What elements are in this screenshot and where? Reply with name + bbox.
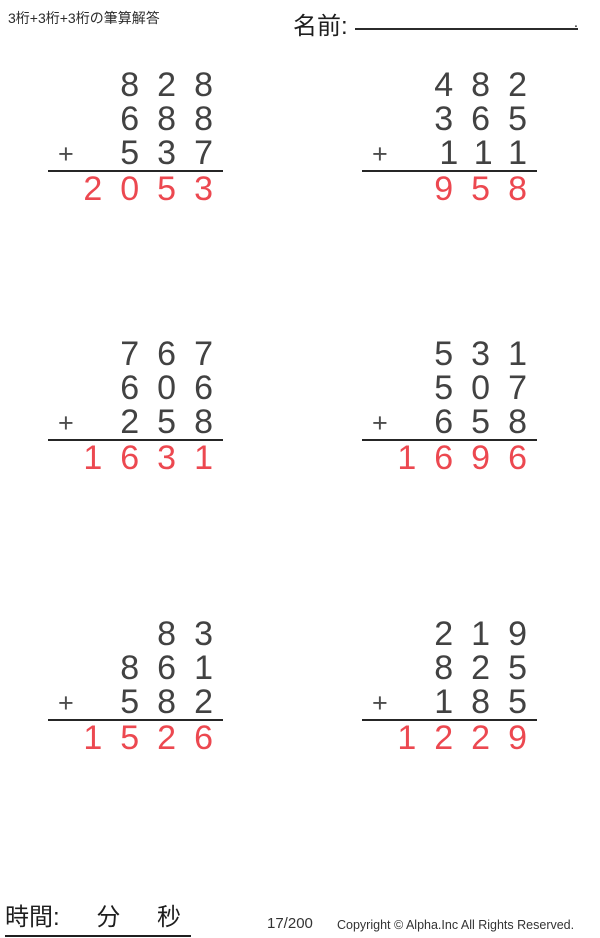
answer-row: 1631 bbox=[48, 441, 223, 475]
addend-value: 111 bbox=[439, 134, 545, 172]
addend-value: 582 bbox=[120, 683, 231, 721]
seconds-label: 秒 bbox=[156, 904, 181, 931]
addend-row: + 658 bbox=[362, 405, 537, 439]
answer-row: 2053 bbox=[48, 172, 223, 206]
plus-icon: + bbox=[372, 139, 388, 169]
minutes-label: 分 bbox=[96, 904, 121, 931]
addend-value: 482 bbox=[434, 66, 545, 104]
answer-value: 1631 bbox=[83, 439, 231, 477]
addend-value: 767 bbox=[120, 335, 231, 373]
problem-4: 531 507 + 658 1696 bbox=[362, 337, 537, 475]
plus-icon: + bbox=[372, 408, 388, 438]
sum-line bbox=[362, 170, 537, 172]
sum-line bbox=[48, 170, 223, 172]
addend-row: 861 bbox=[48, 651, 223, 685]
problem-3: 767 606 + 258 1631 bbox=[48, 337, 223, 475]
addend-row: 507 bbox=[362, 371, 537, 405]
addend-value: 185 bbox=[434, 683, 545, 721]
addend-value: 606 bbox=[120, 369, 231, 407]
name-blank-line: . bbox=[355, 4, 578, 30]
addend-value: 828 bbox=[120, 66, 231, 104]
time-blank-line: 時間: 分 秒 bbox=[5, 897, 191, 937]
addend-row: + 258 bbox=[48, 405, 223, 439]
answer-value: 1229 bbox=[397, 719, 545, 757]
addend-row: + 582 bbox=[48, 685, 223, 719]
addend-value: 861 bbox=[120, 649, 231, 687]
plus-icon: + bbox=[58, 139, 74, 169]
plus-icon: + bbox=[372, 688, 388, 718]
worksheet-title: 3桁+3桁+3桁の筆算解答 bbox=[8, 10, 160, 26]
answer-row: 958 bbox=[362, 172, 537, 206]
addend-value: 825 bbox=[434, 649, 545, 687]
addend-row: 482 bbox=[362, 68, 537, 102]
problem-1: 828 688 + 537 2053 bbox=[48, 68, 223, 206]
answer-row: 1229 bbox=[362, 721, 537, 755]
plus-icon: + bbox=[58, 688, 74, 718]
addend-value: 83 bbox=[157, 615, 231, 653]
sum-line bbox=[48, 719, 223, 721]
addend-row: 828 bbox=[48, 68, 223, 102]
answer-value: 1696 bbox=[397, 439, 545, 477]
answer-value: 958 bbox=[434, 170, 545, 208]
answer-row: 1526 bbox=[48, 721, 223, 755]
addend-row: + 111 bbox=[362, 136, 537, 170]
addend-value: 531 bbox=[434, 335, 545, 373]
addend-value: 537 bbox=[120, 134, 231, 172]
name-line-period: . bbox=[573, 14, 578, 31]
page-number: 17/200 bbox=[267, 915, 313, 932]
addend-row: 365 bbox=[362, 102, 537, 136]
addend-row: 531 bbox=[362, 337, 537, 371]
addend-value: 658 bbox=[434, 403, 545, 441]
addend-row: 83 bbox=[48, 617, 223, 651]
addend-value: 219 bbox=[434, 615, 545, 653]
problem-6: 219 825 + 185 1229 bbox=[362, 617, 537, 755]
addend-row: 767 bbox=[48, 337, 223, 371]
addend-row: 688 bbox=[48, 102, 223, 136]
addend-row: 219 bbox=[362, 617, 537, 651]
name-label: 名前: bbox=[293, 13, 348, 40]
answer-row: 1696 bbox=[362, 441, 537, 475]
sum-line bbox=[362, 719, 537, 721]
copyright-notice: Copyright © Alpha.Inc All Rights Reserve… bbox=[337, 918, 575, 932]
addend-row: + 185 bbox=[362, 685, 537, 719]
addend-value: 258 bbox=[120, 403, 231, 441]
addend-row: 606 bbox=[48, 371, 223, 405]
addend-value: 365 bbox=[434, 100, 545, 138]
addend-row: 825 bbox=[362, 651, 537, 685]
sum-line bbox=[48, 439, 223, 441]
answer-value: 2053 bbox=[83, 170, 231, 208]
problem-2: 482 365 + 111 958 bbox=[362, 68, 537, 206]
addend-value: 507 bbox=[434, 369, 545, 407]
addend-value: 688 bbox=[120, 100, 231, 138]
problem-5: 83 861 + 582 1526 bbox=[48, 617, 223, 755]
addend-row: + 537 bbox=[48, 136, 223, 170]
sum-line bbox=[362, 439, 537, 441]
plus-icon: + bbox=[58, 408, 74, 438]
answer-value: 1526 bbox=[83, 719, 231, 757]
time-label: 時間: bbox=[5, 904, 60, 931]
